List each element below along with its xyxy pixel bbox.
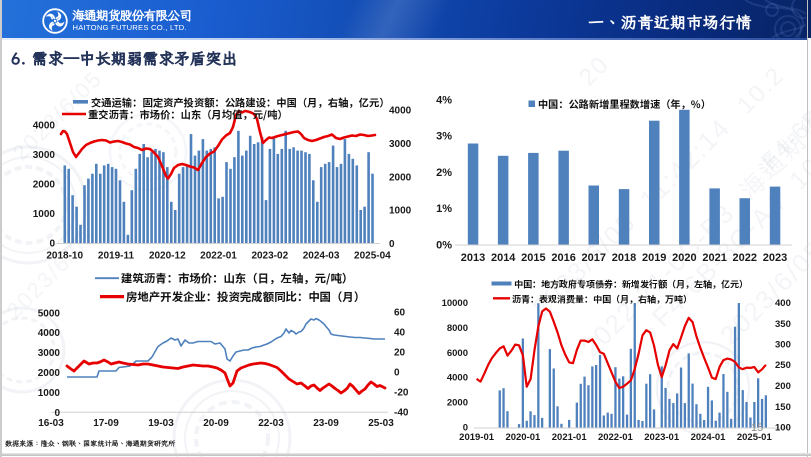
svg-text:3000: 3000 bbox=[33, 150, 56, 161]
svg-text:1%: 1% bbox=[436, 203, 452, 215]
svg-text:19-03: 19-03 bbox=[148, 418, 174, 429]
svg-text:20: 20 bbox=[394, 348, 406, 359]
svg-text:中国：地方政府专项债券：新增发行额（月，左轴，亿元）: 中国：地方政府专项债券：新增发行额（月，左轴，亿元） bbox=[514, 278, 748, 291]
svg-text:2020-12: 2020-12 bbox=[149, 251, 186, 262]
svg-text:2016: 2016 bbox=[551, 252, 575, 264]
svg-text:4000: 4000 bbox=[33, 120, 56, 131]
svg-text:8000: 8000 bbox=[447, 323, 468, 334]
svg-text:-20: -20 bbox=[394, 388, 409, 399]
svg-text:1000: 1000 bbox=[33, 209, 56, 220]
svg-text:4000: 4000 bbox=[38, 328, 61, 339]
svg-text:1000: 1000 bbox=[389, 206, 412, 217]
svg-text:2024-01: 2024-01 bbox=[691, 432, 727, 443]
svg-text:2018: 2018 bbox=[612, 252, 636, 264]
svg-text:重交沥青：市场价：山东（月均值，元/吨）: 重交沥青：市场价：山东（月均值，元/吨） bbox=[88, 107, 288, 122]
svg-text:20-09: 20-09 bbox=[203, 418, 229, 429]
svg-text:2020-01: 2020-01 bbox=[505, 432, 541, 443]
svg-text:200: 200 bbox=[775, 381, 791, 392]
svg-text:2015: 2015 bbox=[521, 252, 545, 264]
svg-text:2021-01: 2021-01 bbox=[552, 432, 588, 443]
svg-text:2017: 2017 bbox=[582, 252, 606, 264]
svg-text:沥青：表观消费量：中国（月，右轴，万吨）: 沥青：表观消费量：中国（月，右轴，万吨） bbox=[512, 293, 692, 306]
svg-text:250: 250 bbox=[775, 360, 791, 371]
svg-text:40: 40 bbox=[394, 328, 406, 339]
svg-text:16-03: 16-03 bbox=[38, 418, 64, 429]
svg-text:2023-02: 2023-02 bbox=[251, 251, 288, 262]
svg-text:5000: 5000 bbox=[38, 308, 61, 319]
svg-text:2000: 2000 bbox=[447, 398, 468, 409]
svg-text:25-03: 25-03 bbox=[368, 418, 394, 429]
svg-text:中国：公路新增里程数增速（年，%）: 中国：公路新增里程数增速（年，%） bbox=[538, 96, 711, 111]
svg-text:2019: 2019 bbox=[642, 252, 666, 264]
svg-text:2022: 2022 bbox=[733, 252, 757, 264]
svg-text:2%: 2% bbox=[436, 167, 452, 179]
svg-text:交通运输：固定资产投资额：公路建设：中国（月，右轴，亿元）: 交通运输：固定资产投资额：公路建设：中国（月，右轴，亿元） bbox=[91, 95, 390, 110]
svg-text:0%: 0% bbox=[436, 239, 452, 251]
svg-text:2025-04: 2025-04 bbox=[354, 251, 391, 262]
svg-text:0: 0 bbox=[463, 423, 468, 434]
svg-text:1000: 1000 bbox=[38, 388, 61, 399]
svg-text:建筑沥青：市场价：山东（日，左轴，元/吨）: 建筑沥青：市场价：山东（日，左轴，元/吨） bbox=[121, 271, 353, 287]
svg-text:17-09: 17-09 bbox=[93, 418, 119, 429]
svg-text:2019-01: 2019-01 bbox=[459, 432, 495, 443]
svg-text:6000: 6000 bbox=[447, 348, 468, 359]
svg-text:3%: 3% bbox=[436, 131, 452, 143]
svg-text:0: 0 bbox=[389, 239, 395, 250]
svg-text:22-03: 22-03 bbox=[258, 418, 284, 429]
svg-text:房地产开发企业：投资完成额同比：中国（月）: 房地产开发企业：投资完成额同比：中国（月） bbox=[126, 289, 365, 305]
svg-text:150: 150 bbox=[775, 402, 791, 413]
svg-text:2022-01: 2022-01 bbox=[200, 251, 237, 262]
svg-text:100: 100 bbox=[775, 423, 791, 434]
svg-text:4%: 4% bbox=[436, 95, 452, 107]
svg-text:-40: -40 bbox=[394, 408, 409, 419]
svg-text:2022-01: 2022-01 bbox=[598, 432, 634, 443]
svg-text:2020: 2020 bbox=[672, 252, 696, 264]
svg-text:3000: 3000 bbox=[389, 139, 412, 150]
svg-text:4000: 4000 bbox=[389, 106, 412, 117]
svg-text:2000: 2000 bbox=[389, 172, 412, 183]
svg-text:4000: 4000 bbox=[447, 373, 468, 384]
svg-text:400: 400 bbox=[775, 298, 791, 309]
svg-text:2000: 2000 bbox=[33, 179, 56, 190]
svg-text:3000: 3000 bbox=[38, 348, 61, 359]
svg-text:2013: 2013 bbox=[461, 252, 485, 264]
svg-text:2023-01: 2023-01 bbox=[644, 432, 680, 443]
svg-text:2025-01: 2025-01 bbox=[737, 432, 773, 443]
svg-text:0: 0 bbox=[49, 238, 55, 249]
svg-text:2023: 2023 bbox=[763, 252, 787, 264]
svg-text:2014: 2014 bbox=[491, 252, 516, 264]
svg-text:23-09: 23-09 bbox=[313, 418, 339, 429]
svg-text:0: 0 bbox=[394, 368, 400, 379]
svg-text:10000: 10000 bbox=[442, 298, 468, 309]
svg-text:350: 350 bbox=[775, 319, 791, 330]
svg-text:2019-11: 2019-11 bbox=[98, 251, 135, 262]
svg-text:60: 60 bbox=[394, 308, 406, 319]
svg-text:2021: 2021 bbox=[702, 252, 726, 264]
svg-text:2024-03: 2024-03 bbox=[303, 251, 340, 262]
svg-text:0: 0 bbox=[54, 408, 60, 419]
svg-text:2018-10: 2018-10 bbox=[46, 251, 83, 262]
svg-text:2000: 2000 bbox=[38, 368, 61, 379]
svg-text:300: 300 bbox=[775, 340, 791, 351]
